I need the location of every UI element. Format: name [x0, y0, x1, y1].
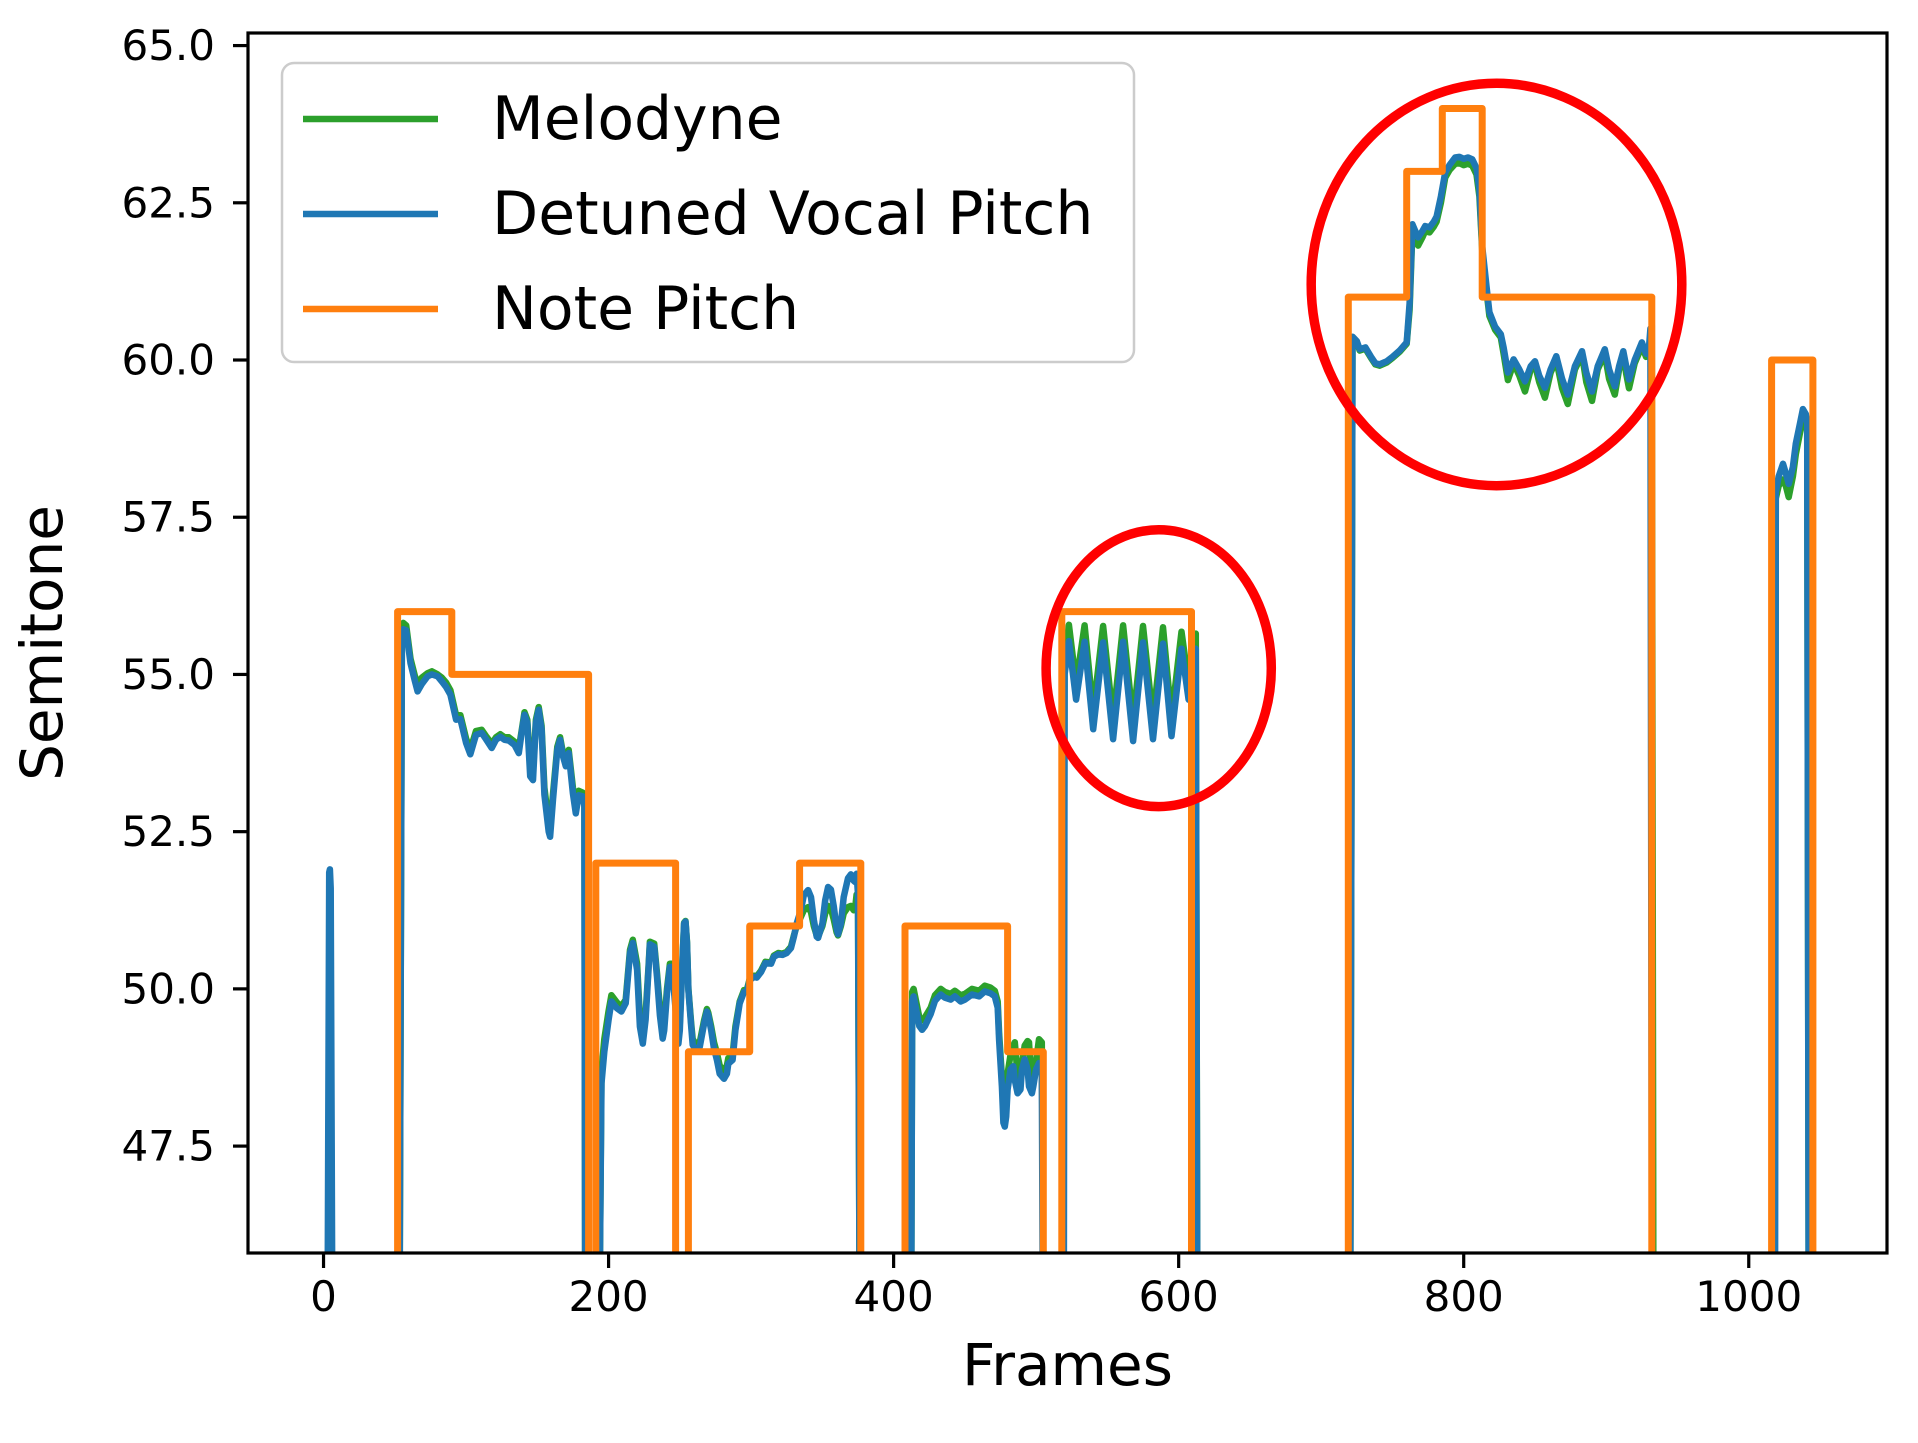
series-note-pitch-line	[1768, 356, 1817, 1253]
legend-label-1: Melodyne	[492, 84, 783, 154]
series-melodyne-line	[396, 619, 589, 1253]
y-axis: 47.5 50.0 52.5 55.0 57.5 60.0 62.5 65.0	[121, 21, 215, 1171]
x-tick-label: 0	[310, 1272, 337, 1321]
series-detuned-vocal-pitch-line	[1060, 637, 1201, 1253]
x-axis: 0 200 400 600 800 1000	[310, 1272, 1802, 1321]
y-axis-label: Semitone	[8, 505, 76, 781]
y-tick-label: 62.5	[121, 178, 215, 227]
series-note-pitch-line	[901, 922, 1047, 1253]
series-note-pitch-line	[394, 608, 593, 1253]
highlight-ellipse-1	[1041, 525, 1277, 812]
x-tick-label: 200	[568, 1272, 648, 1321]
y-tick-label: 52.5	[121, 807, 215, 856]
y-tick-label: 65.0	[121, 21, 215, 70]
legend-label-3: Note Pitch	[492, 274, 799, 344]
series-melodyne-line	[908, 982, 1047, 1253]
series-detuned-vocal-pitch-line	[908, 988, 1046, 1253]
annotations	[1041, 78, 1687, 812]
series-melodyne-line	[1771, 417, 1812, 1253]
series-detuned-vocal-pitch-line	[1347, 153, 1656, 1253]
legend-label-2: Detuned Vocal Pitch	[492, 179, 1093, 249]
series-note-pitch-line	[684, 859, 865, 1253]
y-tick-label: 60.0	[121, 336, 215, 385]
x-axis-label: Frames	[962, 1331, 1173, 1399]
axes-spines	[246, 31, 1889, 1255]
series-melodyne-line	[1347, 159, 1657, 1253]
legend-box	[280, 61, 1136, 364]
y-tick-label: 55.0	[121, 650, 215, 699]
series-detuned-vocal-pitch-line	[1771, 405, 1812, 1253]
series-detuned-vocal-pitch-line	[396, 625, 589, 1253]
x-tick-label: 400	[854, 1272, 934, 1321]
series-detuned-vocal-pitch-line	[596, 870, 863, 1253]
y-tick-label: 57.5	[121, 493, 215, 542]
series-note-pitch	[394, 105, 1817, 1253]
x-tick-label: 800	[1424, 1272, 1504, 1321]
x-tick-label: 600	[1139, 1272, 1219, 1321]
highlight-ellipse-2	[1306, 78, 1687, 491]
x-tick-label: 1000	[1695, 1272, 1802, 1321]
y-tick-label: 50.0	[121, 964, 215, 1013]
series-detuned-vocal-pitch-line	[324, 866, 336, 1253]
series-note-pitch-line	[592, 859, 680, 1253]
series-note-pitch-line	[1058, 608, 1195, 1253]
plot-area	[324, 105, 1817, 1253]
legend: Melodyne Detuned Vocal Pitch Note Pitch	[280, 61, 1136, 364]
y-tick-label: 47.5	[121, 1122, 215, 1171]
series-note-pitch-line	[1344, 105, 1656, 1253]
